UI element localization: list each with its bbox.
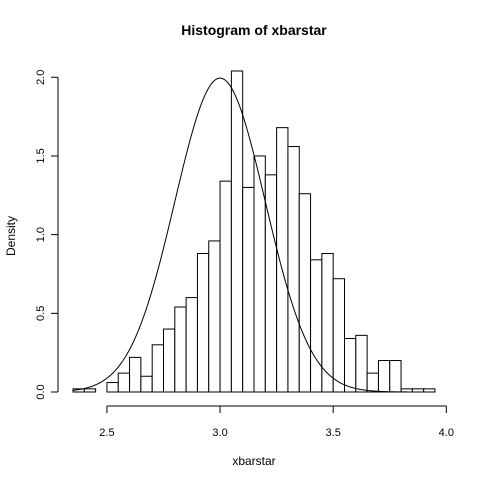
- y-tick-label: 2.0: [35, 70, 47, 85]
- histogram-bar: [163, 328, 176, 393]
- histogram-bar: [355, 334, 368, 393]
- y-axis-label: Density: [4, 216, 18, 256]
- x-axis-label: xbarstar: [232, 454, 275, 468]
- histogram-bar: [253, 155, 266, 393]
- histogram-bar: [321, 253, 334, 393]
- chart-title: Histogram of xbarstar: [181, 22, 327, 38]
- histogram-bar: [185, 297, 198, 393]
- y-axis: 0.0 0.5 1.0 1.5 2.0: [35, 70, 59, 400]
- histogram-bar: [242, 186, 255, 393]
- histogram-bar: [332, 278, 346, 393]
- y-tick-label: 0.0: [35, 384, 47, 399]
- histogram-bar: [310, 259, 323, 393]
- histogram-bar: [287, 146, 300, 393]
- y-tick-label: 0.5: [35, 306, 47, 321]
- histogram-bar: [298, 193, 312, 393]
- histogram-bar: [196, 253, 210, 393]
- histogram-bar: [389, 360, 402, 393]
- histogram-bar: [377, 360, 391, 393]
- histogram-bar: [129, 356, 142, 393]
- x-axis: 2.5 3.0 3.5 4.0: [99, 405, 454, 439]
- histogram-bar: [106, 382, 119, 393]
- y-tick-label: 1.5: [35, 148, 47, 163]
- histogram-bar: [276, 127, 289, 393]
- histogram-bar: [230, 70, 244, 393]
- histogram-bar: [140, 375, 153, 393]
- histogram-bars: [72, 70, 436, 393]
- histogram-bar: [366, 372, 379, 393]
- histogram-bar: [208, 240, 221, 393]
- x-tick-label: 4.0: [439, 427, 454, 439]
- y-tick-label: 1.0: [35, 227, 47, 242]
- histogram-bar: [219, 180, 232, 393]
- normal-density-curve: [72, 77, 435, 393]
- x-tick-label: 2.5: [99, 427, 114, 439]
- histogram-bar: [344, 338, 357, 393]
- histogram-bar: [83, 388, 97, 393]
- x-tick-label: 3.5: [326, 427, 341, 439]
- histogram-bar: [174, 306, 187, 393]
- histogram-bar: [151, 344, 165, 393]
- histogram-bar: [117, 372, 131, 393]
- x-tick-label: 3.0: [212, 427, 227, 439]
